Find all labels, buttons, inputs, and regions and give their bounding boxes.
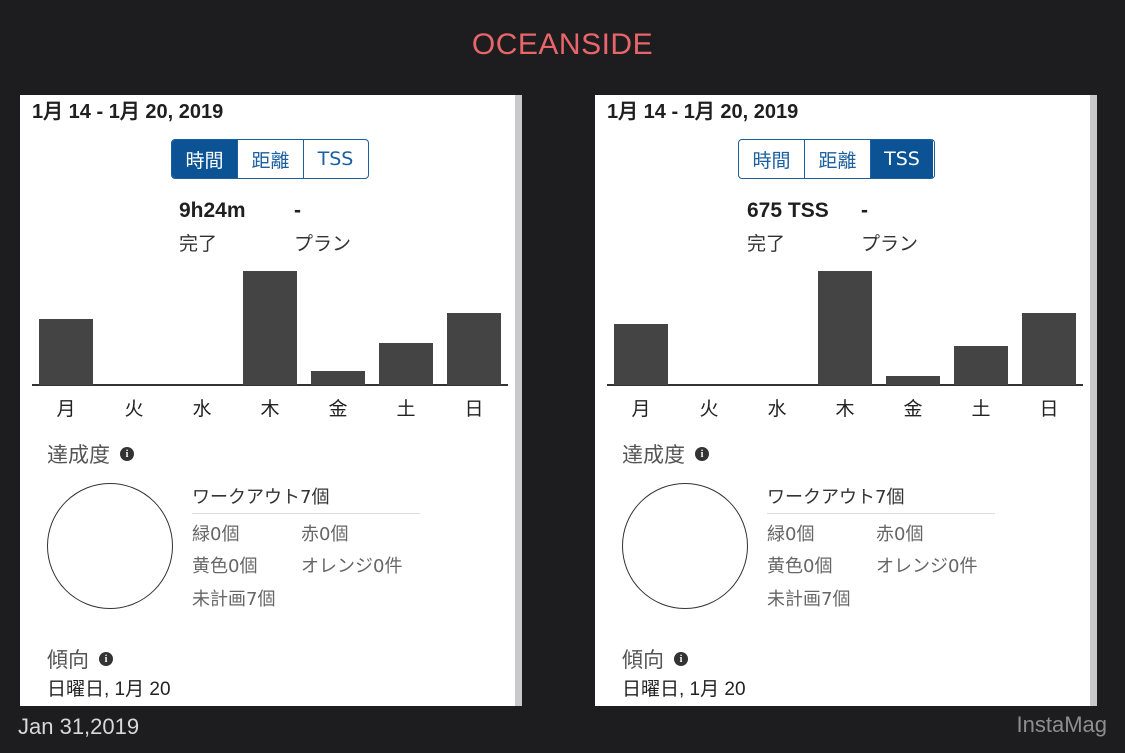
bar-3[interactable] <box>243 271 297 385</box>
bar-4[interactable] <box>311 371 365 385</box>
weekly-bar-chart: 月火水木金土日 <box>32 271 508 420</box>
weekly-bar-chart: 月火水木金土日 <box>607 271 1083 420</box>
workouts-yellow: 黄色0個 <box>767 556 833 577</box>
bar-5[interactable] <box>954 346 1008 385</box>
workouts-title: ワークアウト7個 <box>767 483 995 514</box>
achievement-heading: 達成度 i <box>622 439 709 469</box>
planned-value: - <box>861 199 868 222</box>
x-tick-label: 金 <box>328 398 347 420</box>
bar-0[interactable] <box>614 324 668 385</box>
x-tick-label: 木 <box>260 398 279 420</box>
workouts-red: 赤0個 <box>876 524 924 545</box>
brand-watermark: InstaMag <box>1016 712 1108 737</box>
workouts-unplanned: 未計画7個 <box>767 589 851 610</box>
weekly-summary-panel-time: 1月 14 - 1月 20, 2019 時間 距離 TSS 9h24m - 完了… <box>20 95 522 706</box>
x-tick-label: 水 <box>767 398 786 420</box>
tab-tss[interactable]: TSS <box>870 140 933 178</box>
metric-tabs: 時間 距離 TSS <box>171 139 369 179</box>
bar-4[interactable] <box>886 376 940 385</box>
bar-6[interactable] <box>447 313 501 385</box>
bar-0[interactable] <box>39 319 93 385</box>
panel-edge <box>515 95 522 706</box>
info-icon[interactable]: i <box>99 652 113 666</box>
x-tick-label: 日 <box>1039 398 1058 420</box>
bar-5[interactable] <box>379 343 433 385</box>
workouts-orange: オレンジ0件 <box>301 556 403 577</box>
trend-heading: 傾向 i <box>47 644 113 674</box>
tab-time[interactable]: 時間 <box>752 149 791 172</box>
workouts-yellow: 黄色0個 <box>192 556 258 577</box>
trend-label: 傾向 <box>622 648 664 672</box>
info-icon[interactable]: i <box>695 447 709 461</box>
completed-label: 完了 <box>747 233 786 255</box>
achievement-label: 達成度 <box>47 443 110 467</box>
x-tick-label: 土 <box>396 398 415 420</box>
workouts-title: ワークアウト7個 <box>192 483 420 514</box>
bar-6[interactable] <box>1022 313 1076 385</box>
tab-tss[interactable]: TSS <box>303 140 367 178</box>
planned-label: プラン <box>861 233 919 255</box>
planned-value: - <box>294 199 301 222</box>
x-tick-label: 金 <box>903 398 922 420</box>
info-icon[interactable]: i <box>120 447 134 461</box>
trend-heading: 傾向 i <box>622 644 688 674</box>
tab-time[interactable]: 時間 <box>172 140 237 178</box>
achievement-heading: 達成度 i <box>47 439 134 469</box>
trend-value: 日曜日, 1月 20 <box>622 679 746 700</box>
planned-label: プラン <box>294 233 352 255</box>
bar-3[interactable] <box>818 271 872 385</box>
page-title: OCEANSIDE <box>471 28 654 61</box>
x-tick-label: 木 <box>835 398 854 420</box>
workouts-red: 赤0個 <box>301 524 349 545</box>
tab-distance[interactable]: 距離 <box>804 140 870 178</box>
workouts-green: 緑0個 <box>767 524 815 545</box>
date-range: 1月 14 - 1月 20, 2019 <box>607 101 799 123</box>
metric-tabs: 時間 距離 TSS <box>738 139 935 179</box>
x-tick-label: 火 <box>124 398 143 420</box>
info-icon[interactable]: i <box>674 652 688 666</box>
trend-label: 傾向 <box>47 648 89 672</box>
achievement-donut <box>47 483 173 609</box>
panel-edge <box>1090 95 1097 706</box>
completed-value: 675 TSS <box>747 199 829 222</box>
workouts-green: 緑0個 <box>192 524 240 545</box>
completed-label: 完了 <box>179 233 218 255</box>
weekly-summary-panel-tss: 1月 14 - 1月 20, 2019 時間 距離 TSS 675 TSS - … <box>595 95 1097 706</box>
tab-distance[interactable]: 距離 <box>237 140 303 178</box>
workouts-unplanned: 未計画7個 <box>192 589 276 610</box>
x-tick-label: 月 <box>631 398 650 420</box>
x-tick-label: 水 <box>192 398 211 420</box>
x-tick-label: 土 <box>971 398 990 420</box>
trend-value: 日曜日, 1月 20 <box>47 679 171 700</box>
date-range: 1月 14 - 1月 20, 2019 <box>32 101 224 123</box>
achievement-label: 達成度 <box>622 443 685 467</box>
x-tick-label: 日 <box>464 398 483 420</box>
achievement-donut <box>622 483 748 609</box>
post-date: Jan 31,2019 <box>18 714 140 739</box>
x-tick-label: 月 <box>56 398 75 420</box>
workouts-orange: オレンジ0件 <box>876 556 978 577</box>
completed-value: 9h24m <box>179 199 246 222</box>
x-tick-label: 火 <box>699 398 718 420</box>
